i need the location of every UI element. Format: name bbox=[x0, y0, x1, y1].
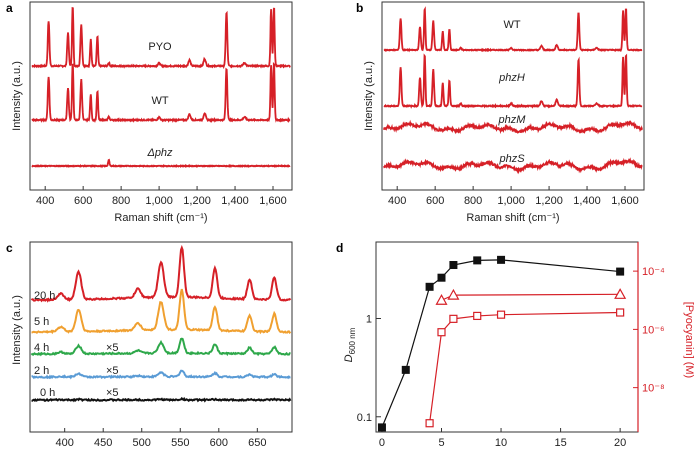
panel-c-xtick-label: 550 bbox=[171, 437, 189, 449]
panel-d-ylabel-left-sub: 600 nm bbox=[348, 327, 357, 354]
panel-d-point bbox=[473, 311, 482, 321]
panel-c-xtick-label: 600 bbox=[210, 437, 228, 449]
panel-c-mult-2h: ×5 bbox=[106, 365, 119, 377]
panel-a-trace-1 bbox=[31, 61, 291, 124]
panel-c: Intensity (a.u.) 400 450 500 550 600 650 20 h… bbox=[11, 241, 293, 449]
panel-b-xtick-label: 600 bbox=[426, 195, 444, 207]
panel-b-xtick-label: 1,400 bbox=[573, 195, 601, 207]
panel-a-xlabel: Raman shift (cm⁻¹) bbox=[114, 212, 207, 224]
panel-d-point bbox=[447, 288, 460, 300]
panel-d-ytick-right-label: 10⁻⁸ bbox=[642, 383, 665, 395]
panel-a-xtick-label: 1,600 bbox=[259, 195, 287, 207]
panel-d-point bbox=[401, 365, 410, 374]
panel-a-frame bbox=[29, 1, 293, 191]
panel-a-label-pyo: PYO bbox=[148, 41, 172, 53]
panel-c-label-2h: 2 h bbox=[34, 365, 49, 377]
panel-d-ytick-right-label: 10⁻⁶ bbox=[642, 324, 665, 336]
panel-a: Intensity (a.u.) Raman shift (cm⁻¹) 400 6… bbox=[11, 1, 293, 224]
panel-d-point bbox=[614, 288, 627, 299]
panel-c-xtick-label: 400 bbox=[55, 437, 73, 449]
panel-b-letter: b bbox=[356, 1, 363, 15]
panel-d-point bbox=[425, 419, 434, 428]
panel-b-xtick-label: 400 bbox=[388, 195, 406, 207]
panel-d-series-line-2 bbox=[428, 311, 621, 424]
panel-d-xtick-label: 15 bbox=[554, 437, 566, 449]
panel-d-ytick-left-label: 0.1 bbox=[357, 412, 372, 424]
panel-d-point bbox=[616, 267, 625, 276]
panel-b-trace-3 bbox=[383, 157, 643, 175]
panel-c-trace-4 bbox=[31, 396, 292, 403]
panel-c-label-5h: 5 h bbox=[34, 316, 49, 328]
panel-c-label-0h: 0 h bbox=[40, 387, 55, 399]
panel-c-label-4h: 4 h bbox=[34, 342, 49, 354]
panel-d-xtick-label: 0 bbox=[379, 437, 385, 449]
panel-a-trace-0 bbox=[31, 6, 291, 70]
panel-c-mult-0h: ×5 bbox=[106, 387, 119, 399]
panel-d-point bbox=[496, 310, 506, 319]
panel-d-ylabel-right: [Pyocyanin] (M) bbox=[683, 302, 695, 378]
panel-c-mult-4h: ×5 bbox=[106, 342, 119, 354]
panel-c-xtick-label: 650 bbox=[248, 437, 266, 449]
panel-d-point bbox=[377, 423, 386, 432]
panel-c-trace-2 bbox=[30, 337, 291, 357]
panel-a-xtick-label: 600 bbox=[74, 195, 92, 207]
panel-c-label-20h: 20 h bbox=[34, 290, 55, 302]
panel-d-series-line-0 bbox=[381, 259, 621, 428]
panel-b-xtick-label: 1,000 bbox=[497, 195, 525, 207]
panel-d-point bbox=[473, 256, 482, 265]
panel-c-trace-3 bbox=[31, 369, 291, 380]
panel-a-xtick-label: 800 bbox=[112, 195, 130, 207]
panel-b-frame bbox=[381, 1, 645, 191]
panel-c-xtick-label: 450 bbox=[94, 437, 112, 449]
panel-b-label-wt: WT bbox=[503, 19, 520, 31]
panel-d-ytick-right-label: 10⁻⁴ bbox=[642, 266, 665, 278]
panel-d-xtick-label: 20 bbox=[614, 437, 626, 449]
panel-a-letter: a bbox=[6, 1, 13, 15]
panel-d-point bbox=[425, 282, 434, 291]
panel-a-xtick-label: 400 bbox=[36, 195, 54, 207]
panel-d-xtick-label: 10 bbox=[495, 437, 507, 449]
panel-c-letter: c bbox=[6, 241, 13, 255]
panel-c-xtick-label: 500 bbox=[133, 437, 151, 449]
panel-a-label-wt: WT bbox=[151, 95, 168, 107]
panel-d-point bbox=[497, 255, 506, 264]
panel-b: Intensity (a.u.) Raman shift (cm⁻¹) 400 6… bbox=[363, 1, 645, 224]
panel-a-ylabel: Intensity (a.u.) bbox=[11, 61, 23, 131]
panel-a-label-dphz: Δphz bbox=[146, 147, 173, 159]
panel-d-xtick-label: 5 bbox=[438, 437, 444, 449]
panel-b-xtick-label: 1,600 bbox=[611, 195, 639, 207]
panel-d-point bbox=[449, 261, 458, 270]
panel-d-ylabel-left-main: D bbox=[343, 354, 355, 362]
panel-b-trace-2 bbox=[383, 119, 643, 135]
panel-b-xlabel: Raman shift (cm⁻¹) bbox=[466, 212, 559, 224]
panel-a-xtick-label: 1,200 bbox=[183, 195, 211, 207]
panel-d-ylabel-left: D600 nm bbox=[343, 327, 357, 362]
panel-d-letter: d bbox=[336, 241, 343, 255]
panel-b-label-phzm: phzM bbox=[498, 114, 527, 126]
panel-c-frame bbox=[29, 241, 293, 433]
panel-a-xtick-label: 1,400 bbox=[221, 195, 249, 207]
panel-b-xtick-label: 800 bbox=[464, 195, 482, 207]
panel-d: D600 nm [Pyocyanin] (M) 0 5 10 15 20 0.1 1 10⁻⁸… bbox=[343, 241, 695, 449]
panel-b-label-phzh: phzH bbox=[498, 72, 525, 84]
panel-d-point bbox=[437, 273, 446, 282]
panel-c-ylabel: Intensity (a.u.) bbox=[11, 295, 23, 365]
panel-d-point bbox=[616, 308, 625, 317]
panel-b-trace-0 bbox=[383, 6, 643, 53]
panel-d-series-line-1 bbox=[441, 293, 621, 301]
panel-b-xtick-label: 1,200 bbox=[535, 195, 563, 207]
panel-d-ytick-left-label: 1 bbox=[366, 313, 372, 325]
panel-b-label-phzs: phzS bbox=[498, 153, 525, 165]
panel-c-trace-0 bbox=[30, 244, 292, 303]
panel-b-ylabel: Intensity (a.u.) bbox=[363, 61, 375, 131]
panel-a-xtick-label: 1,000 bbox=[145, 195, 173, 207]
panel-b-trace-1 bbox=[383, 53, 643, 109]
panel-c-trace-1 bbox=[31, 288, 292, 335]
panel-a-trace-2 bbox=[31, 158, 291, 169]
panel-d-point bbox=[437, 328, 446, 337]
panel-d-point bbox=[449, 314, 458, 323]
panel-d-point bbox=[435, 294, 448, 305]
